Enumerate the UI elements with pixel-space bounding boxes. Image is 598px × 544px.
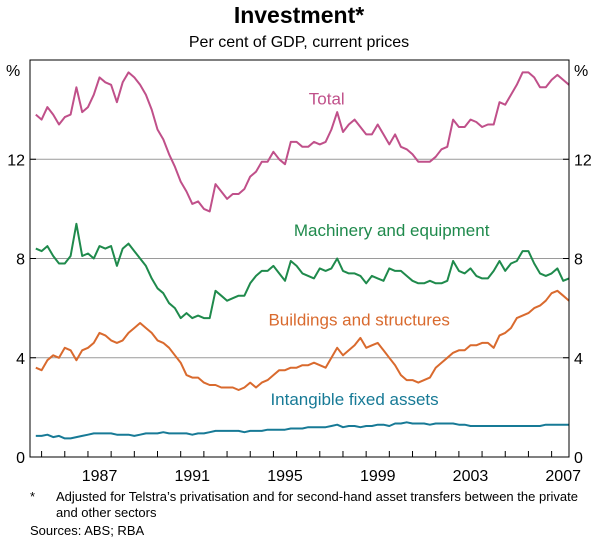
y-unit-left: %: [6, 63, 20, 80]
sources: Sources: ABS; RBA: [30, 523, 145, 538]
series-line: [35, 289, 570, 391]
y-tick-label-left: 0: [16, 450, 25, 467]
series-line: [35, 222, 570, 320]
y-tick-label-right: 8: [574, 252, 583, 269]
series-label: Machinery and equipment: [294, 221, 490, 240]
x-tick-label: 1991: [174, 468, 210, 485]
y-tick-label-right: 12: [574, 152, 592, 169]
x-tick-label: 1987: [82, 468, 118, 485]
chart-subtitle: Per cent of GDP, current prices: [188, 34, 410, 51]
series-line: [35, 421, 569, 440]
y-tick-label-right: 0: [574, 450, 583, 467]
y-tick-label-left: 12: [7, 152, 25, 169]
x-tick-label: 1999: [360, 468, 396, 485]
y-unit-right: %: [574, 63, 588, 80]
series-line: [35, 71, 570, 213]
footnote-marker: *: [30, 489, 36, 504]
x-tick-label: 1995: [267, 468, 303, 485]
x-tick-label: 2003: [453, 468, 489, 485]
series-label: Intangible fixed assets: [270, 390, 438, 409]
y-tick-label-left: 4: [16, 351, 25, 368]
y-tick-label-right: 4: [574, 351, 583, 368]
axis-ticks: [30, 158, 569, 458]
series-label: Buildings and structures: [268, 310, 449, 329]
footnote-text: Adjusted for Telstra’s privatisation and…: [56, 489, 578, 520]
y-tick-label-left: 8: [16, 252, 25, 269]
series-lines: [35, 71, 570, 440]
chart-title: Investment*: [233, 2, 365, 28]
x-tick-label: 2007: [545, 468, 581, 485]
series-label: Total: [309, 90, 345, 109]
axis-labels: 0 0 4 4 8 8 12 12 1987 1991 1995 1999 2003 2007 Total M…: [7, 90, 592, 485]
